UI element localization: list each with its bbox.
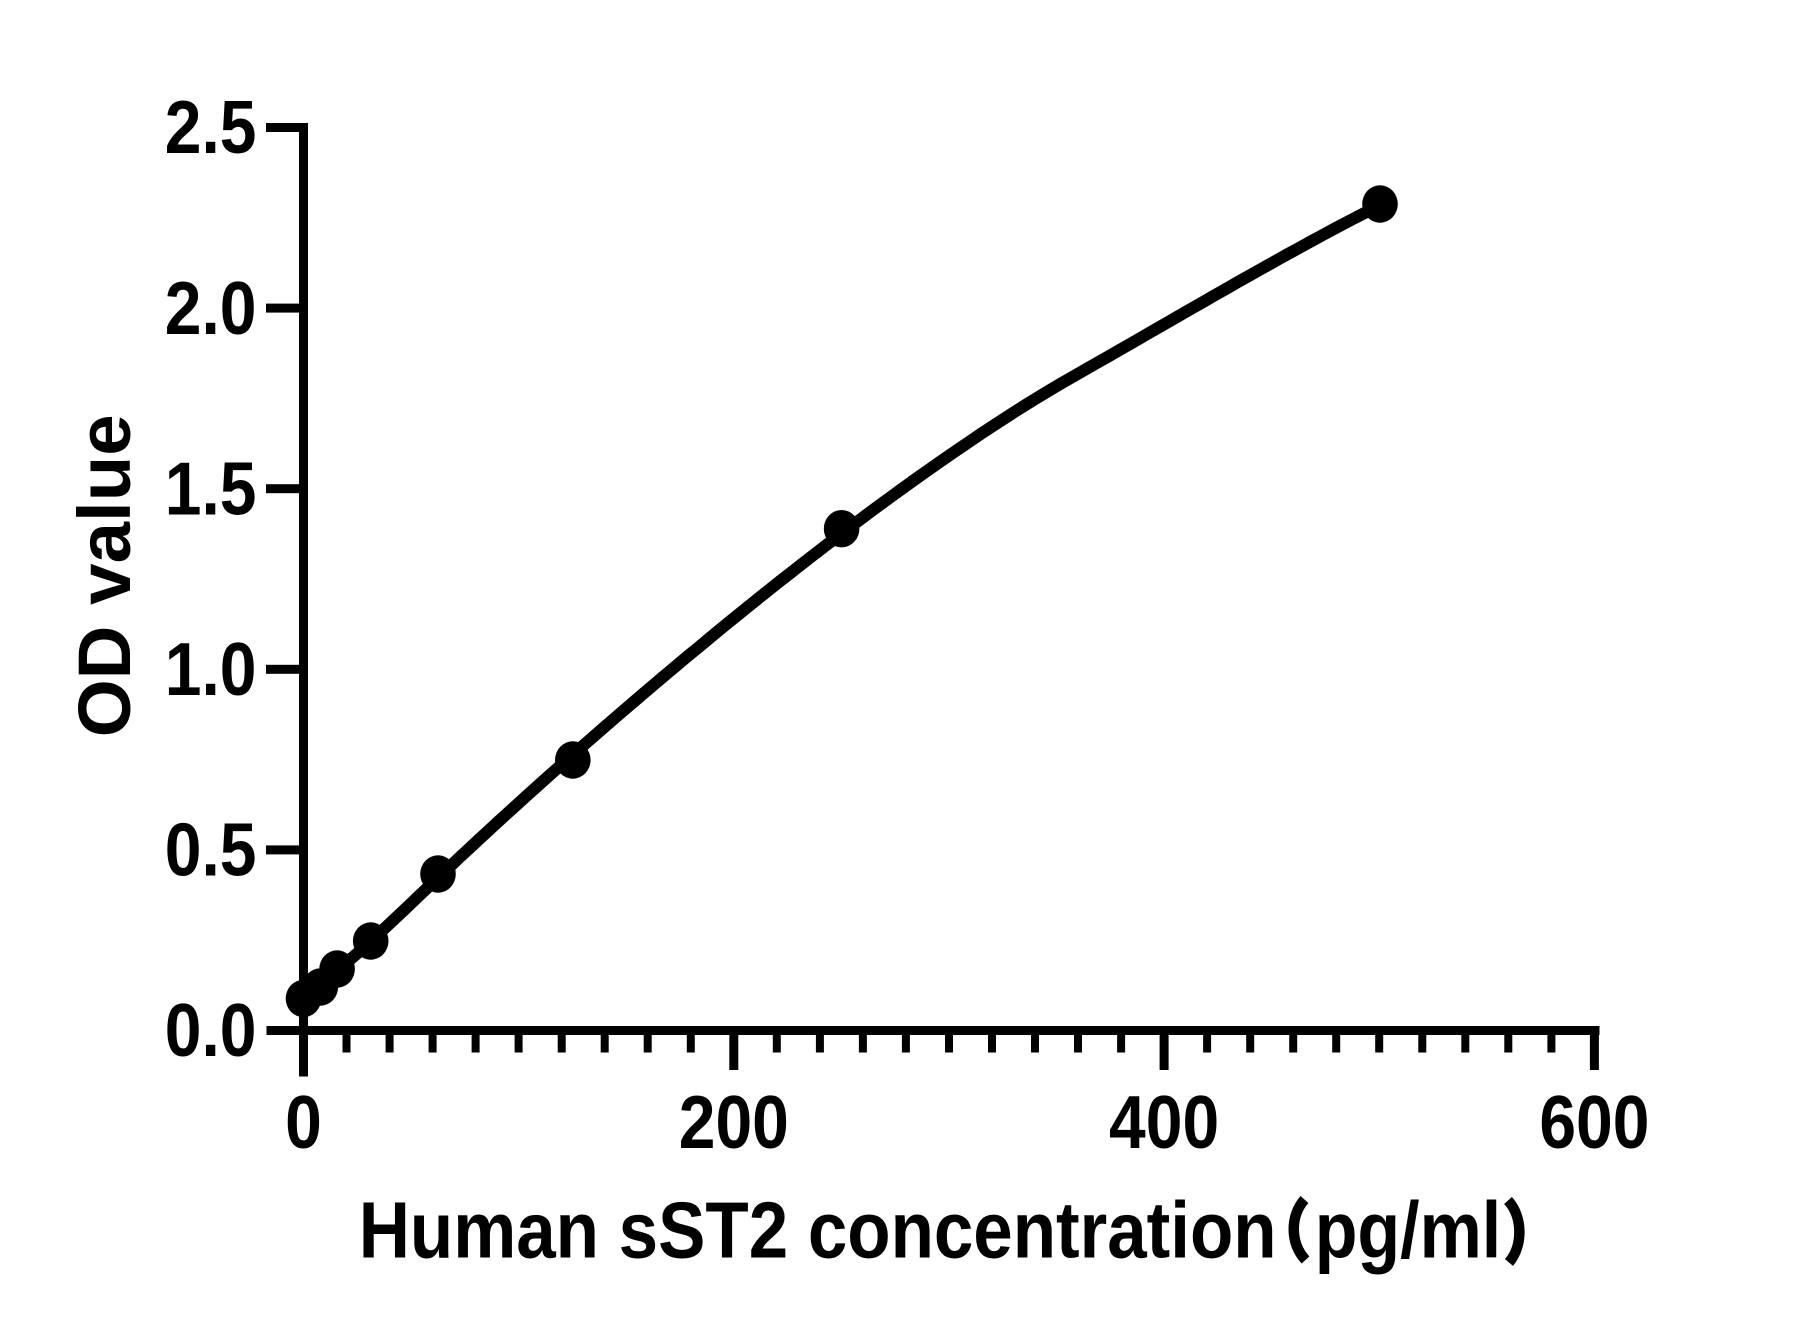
svg-text:1.0: 1.0 [165, 627, 257, 711]
svg-text:OD value: OD value [63, 414, 146, 737]
svg-text:0.0: 0.0 [165, 988, 257, 1072]
svg-text:1.5: 1.5 [165, 446, 257, 530]
svg-text:2.0: 2.0 [165, 266, 257, 350]
svg-text:2.5: 2.5 [165, 85, 257, 169]
svg-text:0: 0 [285, 1080, 322, 1164]
svg-text:600: 600 [1539, 1080, 1649, 1164]
svg-text:pg/ml: pg/ml [1315, 1185, 1502, 1274]
svg-text:400: 400 [1109, 1080, 1219, 1164]
svg-text:0.5: 0.5 [165, 808, 257, 892]
svg-text:200: 200 [679, 1080, 789, 1164]
svg-text:Human sST2 concentration: Human sST2 concentration [359, 1186, 1277, 1275]
